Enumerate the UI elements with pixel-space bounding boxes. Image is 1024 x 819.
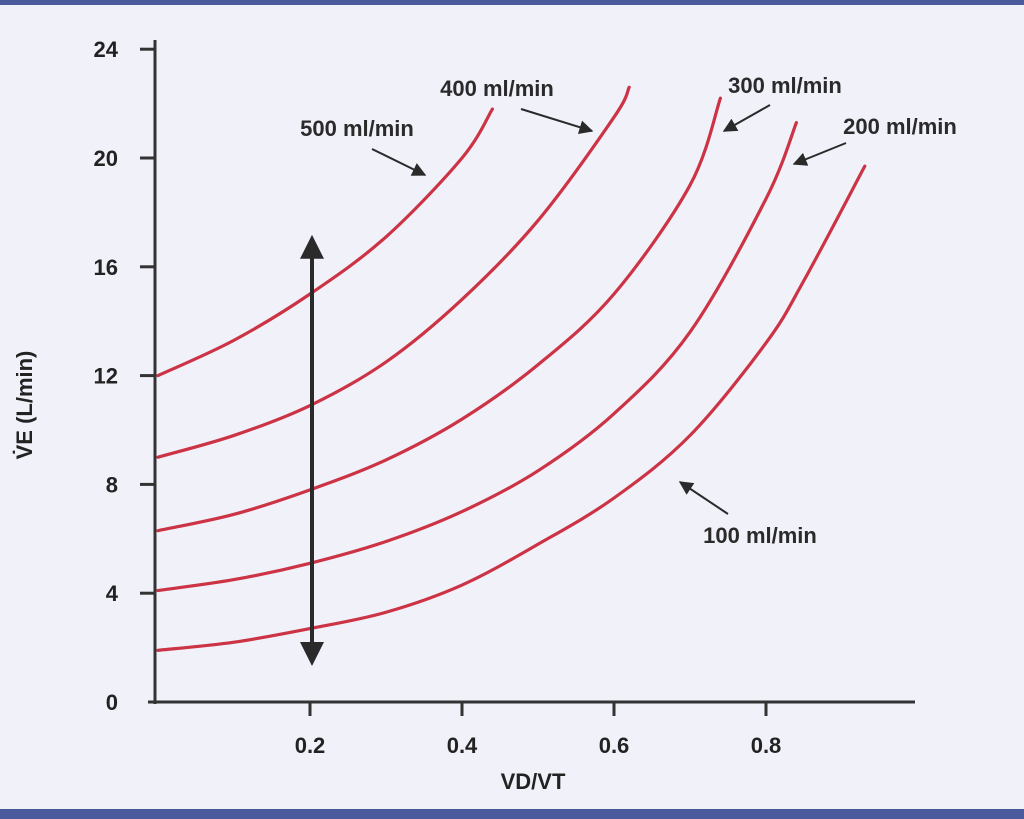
curve-label: 500 ml/min — [300, 116, 414, 141]
y-tick-label: 4 — [106, 581, 119, 606]
label-arrow — [722, 104, 771, 132]
y-ticks-group: 0 4 8 12 16 20 24 — [94, 37, 155, 715]
y-tick-label: 0 — [106, 690, 118, 715]
y-tick-label: 20 — [94, 146, 118, 171]
x-tick-label: 0.6 — [599, 733, 630, 758]
y-axis-title: V̇E (L/min) — [12, 351, 37, 460]
label-arrow — [371, 148, 427, 176]
curve-200 — [156, 121, 798, 593]
curve-100 — [156, 164, 867, 652]
x-ticks-group: 0.2 0.4 0.6 0.8 — [295, 702, 782, 758]
curve-label: 100 ml/min — [703, 523, 817, 548]
curve-500 — [156, 107, 494, 378]
label-arrow — [520, 108, 594, 134]
ventilation-chart: 0 4 8 12 16 20 24 0.2 0.4 0.6 0.8 500 ml/min 400 m… — [12, 37, 957, 794]
y-tick-label: 24 — [94, 37, 119, 62]
label-arrows-group — [371, 104, 847, 515]
label-arrow — [678, 481, 729, 515]
x-tick-label: 0.2 — [295, 733, 326, 758]
curve-400 — [156, 85, 631, 459]
x-tick-label: 0.4 — [447, 733, 478, 758]
y-tick-label: 12 — [94, 364, 118, 389]
x-axis-title: VD/VT — [501, 769, 566, 794]
curve-label: 300 ml/min — [728, 73, 842, 98]
curve-label: 400 ml/min — [440, 76, 554, 101]
chart-frame: 0 4 8 12 16 20 24 0.2 0.4 0.6 0.8 500 ml/min 400 m… — [0, 5, 1024, 809]
curve-300 — [156, 96, 722, 533]
curve-label: 200 ml/min — [843, 114, 957, 139]
x-tick-label: 0.8 — [751, 733, 782, 758]
y-tick-label: 16 — [94, 255, 118, 280]
label-arrow — [792, 142, 847, 166]
y-tick-label: 8 — [106, 472, 118, 497]
curves-group — [156, 85, 867, 652]
